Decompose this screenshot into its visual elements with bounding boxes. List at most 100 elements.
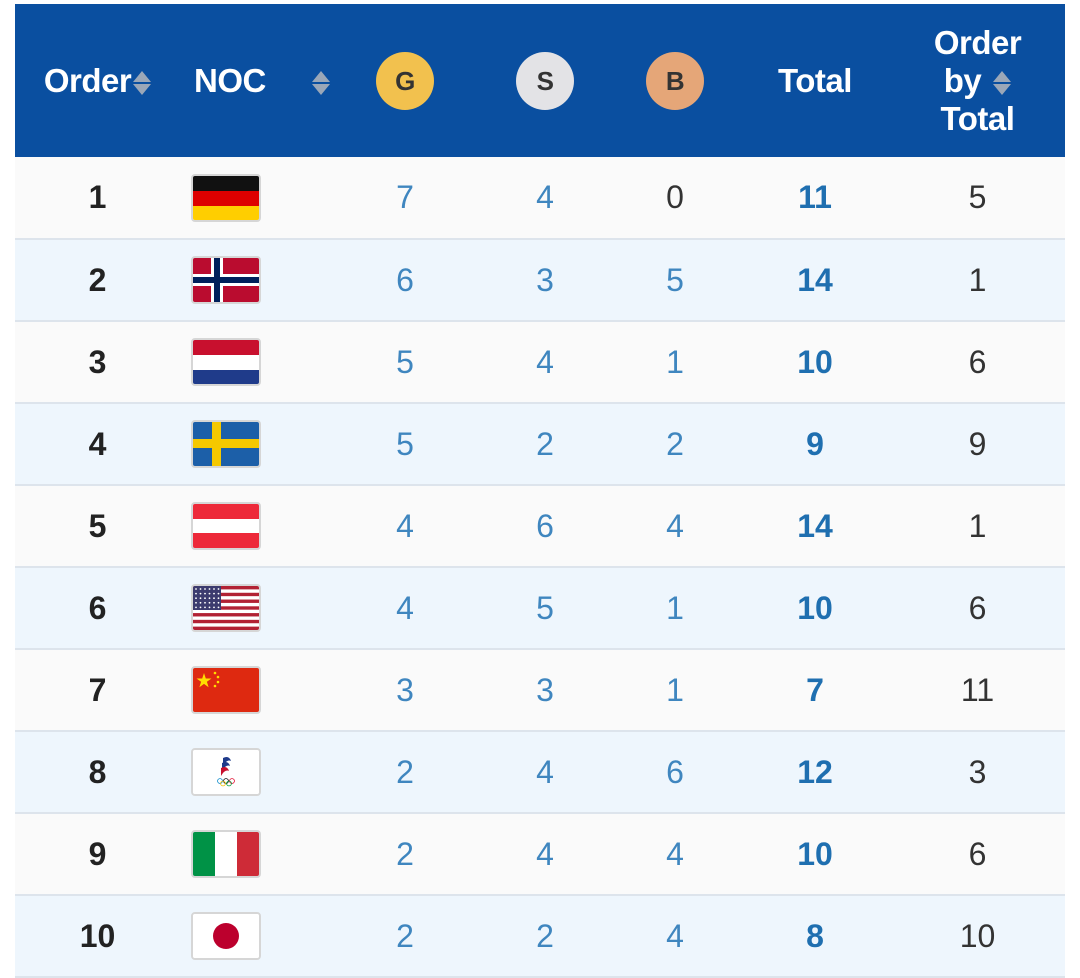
table-header-row: Order NOC G S B Total Order by Total: [15, 4, 1065, 157]
total-count-cell: 10: [797, 343, 833, 380]
silver-column-header[interactable]: S: [480, 4, 610, 157]
bronze-count-cell: 4: [666, 835, 684, 872]
netherlands-flag-icon[interactable]: [191, 338, 261, 386]
gold-count-cell: 4: [396, 507, 414, 544]
order-cell: 2: [88, 261, 107, 298]
usa-flag-icon[interactable]: [191, 584, 261, 632]
china-flag-icon[interactable]: [191, 666, 261, 714]
total-count-cell: 14: [797, 261, 833, 298]
silver-count-cell: 2: [536, 425, 554, 462]
gold-count-cell: 6: [396, 261, 414, 298]
noc-cell: [180, 239, 330, 321]
gold-count-cell: 2: [396, 835, 414, 872]
noc-header-label: NOC: [194, 61, 266, 99]
silver-count-cell: 3: [536, 261, 554, 298]
order-by-total-cell: 3: [968, 753, 987, 790]
bronze-count-cell: 1: [666, 589, 684, 626]
total-count-cell: 10: [797, 589, 833, 626]
order-by-total-cell: 10: [959, 917, 996, 954]
total-count-cell: 10: [797, 835, 833, 872]
bronze-count-cell: 6: [666, 753, 684, 790]
total-count-cell: 14: [797, 507, 833, 544]
total-count-cell: 7: [806, 671, 824, 708]
gold-count-cell: 3: [396, 671, 414, 708]
noc-cell: [180, 321, 330, 403]
noc-cell: [180, 157, 330, 239]
medal-table: Order NOC G S B Total Order by Total: [15, 4, 1065, 978]
order-by-total-cell: 6: [968, 343, 987, 380]
total-column-header[interactable]: Total: [740, 4, 890, 157]
silver-count-cell: 6: [536, 507, 554, 544]
order-cell: 6: [88, 589, 107, 626]
noc-cell: [180, 403, 330, 485]
norway-flag-icon[interactable]: [191, 256, 261, 304]
table-row: 8 2 4 6 12 3: [15, 731, 1065, 813]
order-by-total-cell: 1: [968, 261, 987, 298]
germany-flag-icon[interactable]: [191, 173, 261, 222]
order-header-label: Order: [43, 61, 132, 99]
total-count-cell: 9: [806, 425, 824, 462]
noc-column-header[interactable]: NOC: [180, 4, 330, 157]
gold-count-cell: 2: [396, 753, 414, 790]
gold-count-cell: 7: [396, 179, 414, 215]
sort-arrows-icon[interactable]: [311, 70, 330, 96]
bronze-count-cell: 2: [666, 425, 684, 462]
order-column-header[interactable]: Order: [15, 4, 180, 157]
gold-medal-icon: G: [376, 51, 434, 110]
silver-count-cell: 4: [536, 753, 554, 790]
noc-cell: [180, 567, 330, 649]
noc-cell: [180, 485, 330, 567]
table-row: 2 6 3 5 14 1: [15, 239, 1065, 321]
silver-medal-icon: S: [516, 51, 574, 110]
gold-count-cell: 4: [396, 589, 414, 626]
order-cell: 4: [88, 425, 107, 462]
bronze-count-cell: 1: [666, 343, 684, 380]
bronze-count-cell: 4: [666, 507, 684, 544]
table-row: 6 4 5 1 10 6: [15, 567, 1065, 649]
sort-arrows-icon[interactable]: [993, 70, 1012, 96]
silver-count-cell: 3: [536, 671, 554, 708]
noc-cell: [180, 813, 330, 895]
order-by-total-cell: 9: [968, 425, 987, 462]
austria-flag-icon[interactable]: [191, 502, 261, 550]
noc-cell: [180, 731, 330, 813]
bronze-medal-icon: B: [646, 51, 704, 110]
total-count-cell: 11: [798, 179, 832, 215]
order-by-total-column-header[interactable]: Order by Total: [890, 4, 1065, 157]
sort-arrows-icon[interactable]: [133, 70, 152, 96]
gold-column-header[interactable]: G: [330, 4, 480, 157]
order-cell: 3: [88, 343, 107, 380]
table-row: 5 4 6 4 14 1: [15, 485, 1065, 567]
table-row: 1 7 4 0 11 5: [15, 157, 1065, 239]
gold-count-cell: 5: [396, 343, 414, 380]
silver-count-cell: 2: [536, 917, 554, 954]
order-by-total-cell: 6: [968, 835, 987, 872]
gold-count-cell: 2: [396, 917, 414, 954]
order-cell: 10: [79, 917, 116, 954]
roc-flag-icon[interactable]: [191, 748, 261, 796]
table-row: 10 2 2 4 8 10: [15, 895, 1065, 977]
order-cell: 1: [88, 179, 107, 215]
italy-flag-icon[interactable]: [191, 830, 261, 878]
total-count-cell: 12: [797, 753, 833, 790]
medal-table-container: Order NOC G S B Total Order by Total: [15, 4, 1065, 978]
order-cell: 5: [88, 507, 107, 544]
order-by-total-cell: 5: [968, 179, 987, 215]
bronze-column-header[interactable]: B: [610, 4, 740, 157]
silver-count-cell: 4: [536, 179, 554, 215]
sweden-flag-icon[interactable]: [191, 420, 261, 468]
bronze-count-cell: 4: [666, 917, 684, 954]
total-header-label: Total: [778, 61, 852, 99]
bronze-count-cell: 0: [666, 179, 684, 215]
gold-count-cell: 5: [396, 425, 414, 462]
order-cell: 7: [88, 671, 107, 708]
silver-count-cell: 4: [536, 835, 554, 872]
total-count-cell: 8: [806, 917, 824, 954]
noc-cell: [180, 649, 330, 731]
order-by-total-cell: 6: [968, 589, 987, 626]
table-row: 7 3 3 1 7 11: [15, 649, 1065, 731]
table-row: 3 5 4 1 10 6: [15, 321, 1065, 403]
bronze-count-cell: 5: [666, 261, 684, 298]
order-by-total-cell: 11: [960, 671, 995, 708]
japan-flag-icon[interactable]: [191, 912, 261, 960]
